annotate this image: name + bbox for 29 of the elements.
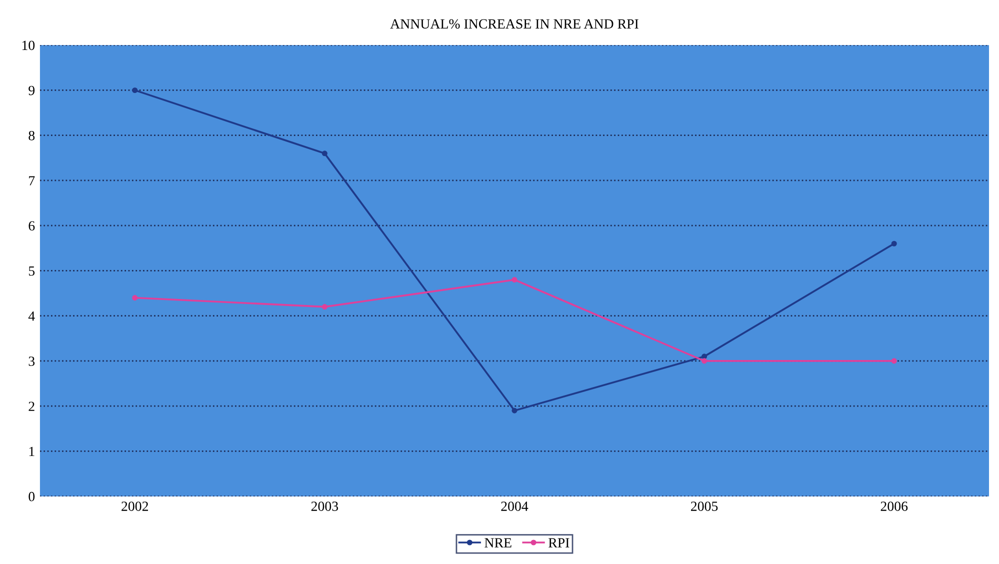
y-tick-label: 5 bbox=[28, 266, 35, 276]
x-tick-label: 2005 bbox=[691, 502, 718, 511]
legend-label: RPI bbox=[548, 538, 570, 548]
point bbox=[512, 408, 518, 414]
y-tick-label: 2 bbox=[28, 402, 34, 411]
y-tick-label: 10 bbox=[22, 40, 35, 50]
x-tick-label: 2002 bbox=[122, 502, 148, 511]
y-tick-label: 6 bbox=[28, 221, 35, 231]
point bbox=[512, 276, 518, 283]
point bbox=[891, 240, 897, 246]
y-tick-label: 8 bbox=[28, 130, 35, 140]
x-tick-label: 2004 bbox=[501, 502, 528, 511]
chart-title: ANNUAL% INCREASE IN NRE AND RPI bbox=[390, 19, 638, 29]
point bbox=[132, 87, 138, 94]
x-tick-label: 2003 bbox=[311, 502, 338, 511]
y-tick-label: 1 bbox=[29, 446, 34, 456]
y-tick-label: 4 bbox=[28, 312, 35, 321]
point bbox=[322, 150, 328, 156]
point bbox=[702, 354, 708, 360]
point bbox=[322, 304, 328, 310]
y-tick-label: 3 bbox=[28, 356, 35, 366]
y-tick-label: 7 bbox=[29, 176, 35, 186]
point bbox=[132, 295, 138, 301]
point bbox=[891, 358, 897, 364]
x-tick-label: 2006 bbox=[880, 502, 908, 511]
legend-label: NRE bbox=[484, 538, 512, 548]
y-tick-label: 0 bbox=[28, 492, 35, 502]
point bbox=[702, 358, 708, 364]
y-tick-label: 9 bbox=[28, 86, 35, 96]
